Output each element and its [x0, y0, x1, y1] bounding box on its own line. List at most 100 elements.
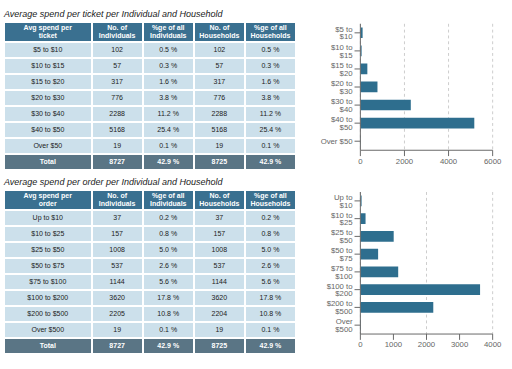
html-text:$25 to $50: $25 to $50	[31, 246, 65, 253]
html-text:0.8 %: 0.8 %	[261, 230, 280, 237]
html-text:5.0 %: 5.0 %	[159, 246, 178, 253]
html-text:%ge of all: %ge of all	[254, 192, 287, 199]
svg-text:$10 to$25: $10 to$25	[331, 211, 353, 228]
svg-text:3000: 3000	[451, 340, 469, 349]
svg-text:4000: 4000	[440, 157, 458, 166]
html-text:8727: 8727	[109, 158, 125, 165]
html-text:776: 776	[111, 94, 123, 101]
svg-text:$5 to$10: $5 to$10	[335, 25, 353, 42]
html-text:order: order	[38, 200, 57, 207]
html-text:$20 to $30: $20 to $30	[31, 94, 65, 101]
svg-text:$40 to$50: $40 to$50	[331, 115, 353, 132]
html-text:Individuals: Individuals	[150, 32, 187, 39]
html-text:0.8 %: 0.8 %	[159, 230, 178, 237]
html-text:0.2 %: 0.2 %	[261, 214, 280, 221]
html-text:11.2 %: 11.2 %	[157, 110, 179, 117]
html-text:%ge of all: %ge of all	[151, 192, 185, 199]
html-text:157: 157	[213, 230, 226, 237]
html-text:42.9 %: 42.9 %	[157, 158, 180, 165]
html-text:0.1 %: 0.1 %	[159, 142, 178, 149]
html-text:5168: 5168	[109, 126, 125, 133]
html-text:102: 102	[213, 46, 226, 53]
html-text:0.5 %: 0.5 %	[159, 46, 178, 53]
html-text:1008: 1008	[211, 246, 228, 253]
html-text:42.9 %: 42.9 %	[259, 158, 282, 165]
html-text:$30 to $40: $30 to $40	[31, 110, 65, 117]
html-text:0.1 %: 0.1 %	[261, 142, 280, 149]
html-text:19: 19	[215, 142, 224, 149]
html-text:25.4 %: 25.4 %	[259, 126, 282, 133]
html-text:Households: Households	[250, 32, 291, 39]
html-text:$15 to $20: $15 to $20	[31, 78, 65, 85]
svg-text:6000: 6000	[484, 157, 502, 166]
html-text:3.8 %: 3.8 %	[261, 94, 280, 101]
html-text:0.2 %: 0.2 %	[159, 214, 178, 221]
html-text:No. of: No. of	[209, 192, 230, 199]
html-text:37: 37	[215, 214, 224, 221]
svg-text:$200 to$500: $200 to$500	[326, 299, 353, 316]
html-text:1008: 1008	[109, 246, 125, 253]
html-text:Individuals: Individuals	[98, 200, 136, 207]
html-text:57: 57	[113, 62, 121, 69]
html-text:317: 317	[213, 78, 226, 85]
html-text:37: 37	[113, 214, 121, 221]
html-text:317: 317	[111, 78, 123, 85]
html-text:2288: 2288	[109, 110, 125, 117]
html-text:Over $50: Over $50	[33, 142, 63, 149]
html-text:776: 776	[213, 94, 226, 101]
html-text:No. of: No. of	[209, 24, 230, 31]
svg-text:Over$500: Over$500	[335, 317, 353, 334]
html-text:%ge of all: %ge of all	[151, 24, 185, 31]
html-text:Avg spend per: Avg spend per	[23, 192, 72, 199]
svg-text:2000: 2000	[396, 157, 414, 166]
html-text:Households: Households	[199, 32, 240, 39]
svg-text:$25 to$50: $25 to$50	[331, 228, 353, 245]
html-text:11.2 %: 11.2 %	[259, 110, 282, 117]
html-text:0.5 %: 0.5 %	[261, 46, 280, 53]
svg-text:Up to$10: Up to$10	[334, 193, 353, 210]
svg-text:Over $50: Over $50	[320, 137, 353, 146]
html-text:5168: 5168	[211, 126, 228, 133]
html-text:Individuals: Individuals	[98, 32, 136, 39]
svg-text:$50 to$75: $50 to$75	[331, 246, 353, 263]
svg-text:$10 to$15: $10 to$15	[331, 43, 353, 60]
html-text:0.3 %: 0.3 %	[261, 62, 280, 69]
html-text:Up to $10: Up to $10	[32, 214, 63, 221]
html-text:1.6 %: 1.6 %	[261, 78, 280, 85]
html-text:57: 57	[215, 62, 224, 69]
html-text:$40 to $50: $40 to $50	[31, 126, 65, 133]
html-text:Average spend per order per In: Average spend per order per Individual a…	[4, 177, 223, 187]
svg-text:0: 0	[358, 340, 363, 349]
html-text:3.8 %: 3.8 %	[159, 94, 178, 101]
html-text:Individuals: Individuals	[150, 200, 187, 207]
html-text:8725: 8725	[211, 158, 228, 165]
svg-text:2000: 2000	[418, 340, 436, 349]
html-text:19: 19	[113, 142, 121, 149]
svg-text:$15 to$20: $15 to$20	[331, 61, 353, 78]
html-text:25.4 %: 25.4 %	[157, 126, 180, 133]
html-text:No. of: No. of	[107, 192, 127, 199]
html-text:Avg spend per: Avg spend per	[23, 24, 72, 31]
html-text:1.6 %: 1.6 %	[159, 78, 178, 85]
svg-text:$30 to$40: $30 to$40	[331, 97, 353, 114]
html-text:ticket: ticket	[38, 32, 57, 39]
svg-text:1000: 1000	[385, 340, 403, 349]
html-text:%ge of all: %ge of all	[254, 24, 287, 31]
html-text:102: 102	[111, 46, 123, 53]
html-text:$10 to $25: $10 to $25	[31, 230, 65, 237]
html-text:2288: 2288	[211, 110, 228, 117]
svg-text:0: 0	[358, 157, 363, 166]
svg-text:$75 to$100: $75 to$100	[331, 264, 353, 281]
html-text:Households: Households	[250, 200, 291, 207]
html-text:No. of: No. of	[107, 24, 127, 31]
html-text:Total: Total	[39, 158, 56, 165]
svg-text:$100 to$200: $100 to$200	[326, 282, 353, 299]
html-text:157: 157	[111, 230, 123, 237]
html-text:0.3 %: 0.3 %	[159, 62, 178, 69]
html-text:$10 to $15: $10 to $15	[31, 62, 65, 69]
svg-text:4000: 4000	[484, 340, 502, 349]
html-text:Households: Households	[199, 200, 240, 207]
svg-text:$20 to$30: $20 to$30	[331, 79, 353, 96]
html-text:$5 to $10: $5 to $10	[33, 46, 63, 53]
html-text:Average spend per ticket per I: Average spend per ticket per Individual …	[4, 9, 223, 19]
